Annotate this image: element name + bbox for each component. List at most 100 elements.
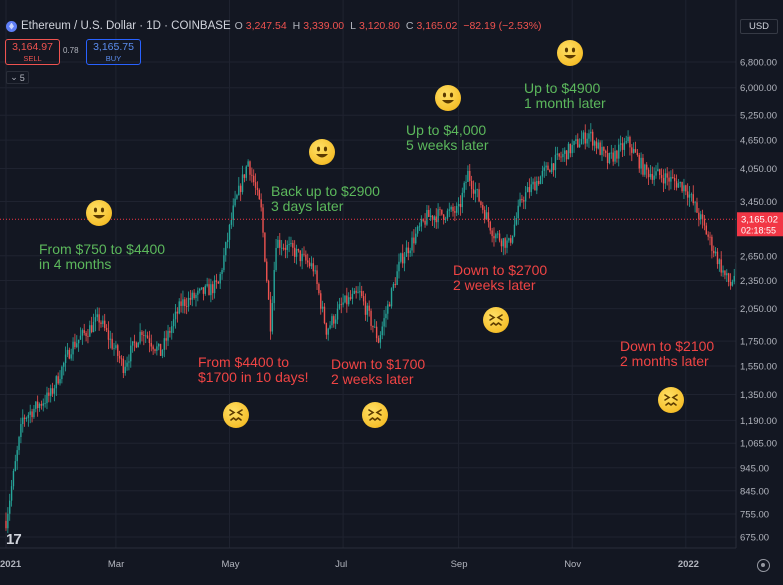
candle xyxy=(489,220,491,235)
candle xyxy=(597,139,599,150)
candle-body xyxy=(223,255,225,270)
candle xyxy=(111,332,113,350)
candle-body xyxy=(646,164,648,170)
candle-body xyxy=(582,132,585,139)
gear-icon[interactable] xyxy=(757,559,770,572)
candle xyxy=(312,257,315,277)
candle xyxy=(532,178,534,190)
candle-body xyxy=(528,187,531,193)
candle xyxy=(731,279,734,287)
candle-body xyxy=(81,330,84,336)
annotation-text: From $4400 to $1700 in 10 days! xyxy=(198,355,309,385)
candle xyxy=(27,412,30,427)
candle xyxy=(113,342,115,356)
candle-body xyxy=(118,355,121,359)
candle-body xyxy=(161,349,164,356)
candle xyxy=(299,250,301,267)
candle xyxy=(407,241,409,261)
candle-body xyxy=(33,408,35,418)
candle xyxy=(130,337,132,368)
candle xyxy=(329,321,331,330)
candle-body xyxy=(677,183,680,188)
candle-body xyxy=(25,417,28,419)
currency-label: USD xyxy=(748,21,770,32)
buy-price: 3,165.75 xyxy=(93,41,134,53)
candle xyxy=(694,200,696,213)
currency-selector[interactable]: USD xyxy=(740,19,778,34)
tradingview-logo-icon[interactable]: 17 xyxy=(6,531,22,548)
candle xyxy=(552,162,555,177)
candle xyxy=(135,341,138,349)
candle-body xyxy=(184,299,186,307)
candle xyxy=(31,408,33,423)
candle-body xyxy=(685,185,687,192)
candle xyxy=(16,445,18,470)
candlestick-series xyxy=(5,123,783,534)
candle-body xyxy=(720,259,722,273)
candle xyxy=(251,167,253,183)
candle-body xyxy=(513,224,516,236)
candle xyxy=(426,205,428,226)
candle-body xyxy=(113,347,115,349)
candle-body xyxy=(698,212,700,220)
candle-body xyxy=(588,133,590,139)
candle xyxy=(89,320,91,337)
candle xyxy=(253,169,255,186)
candle-body xyxy=(344,295,346,303)
candle-body xyxy=(7,513,9,529)
symbol-title[interactable]: Ethereum / U.S. Dollar · 1D · COINBASE xyxy=(21,20,231,32)
candle xyxy=(158,343,160,351)
candle xyxy=(334,314,337,330)
candle-body xyxy=(23,417,26,419)
candle xyxy=(456,202,458,217)
candle-body xyxy=(63,362,65,367)
candle xyxy=(301,248,303,270)
candle-body xyxy=(659,169,661,175)
candle-body xyxy=(89,325,91,337)
candle-body xyxy=(459,203,462,208)
candle-body xyxy=(96,314,98,318)
candle-body xyxy=(124,366,126,373)
candle-body xyxy=(722,270,724,273)
candle xyxy=(418,222,421,232)
candle-body xyxy=(703,219,706,226)
candle xyxy=(714,247,717,257)
candle xyxy=(584,124,586,150)
candle-body xyxy=(377,338,380,343)
candle xyxy=(169,327,171,338)
candle xyxy=(349,290,352,301)
indicators-toggle[interactable]: ⌄ 5 xyxy=(6,71,29,84)
candle-body xyxy=(303,253,305,255)
candle-body xyxy=(727,273,730,283)
candle xyxy=(582,130,585,145)
candle xyxy=(537,176,540,186)
candle xyxy=(679,181,681,188)
candle xyxy=(528,178,531,199)
candle-body xyxy=(197,290,199,295)
buy-button[interactable]: 3,165.75 BUY xyxy=(86,39,141,65)
candle-body xyxy=(204,285,206,294)
candle-body xyxy=(405,247,408,257)
candle-body xyxy=(318,284,320,294)
candle xyxy=(292,240,294,256)
candle xyxy=(614,144,616,165)
candle xyxy=(375,321,378,343)
candle-body xyxy=(696,202,698,213)
candle-body xyxy=(191,292,193,300)
candle xyxy=(526,182,529,193)
candle xyxy=(269,291,272,340)
candle-body xyxy=(556,153,558,155)
sell-button[interactable]: 3,164.97 SELL xyxy=(5,39,60,65)
candle-body xyxy=(176,311,179,314)
candle-body xyxy=(690,194,693,196)
candle xyxy=(338,297,341,310)
candle xyxy=(46,386,48,410)
candle xyxy=(217,280,220,284)
candle xyxy=(478,182,480,203)
y-tick-label: 4,650.00 xyxy=(740,136,777,147)
candle-body xyxy=(441,209,443,215)
candle-body xyxy=(726,273,728,276)
candle xyxy=(485,204,488,220)
y-tick-label: 4,050.00 xyxy=(740,164,777,175)
